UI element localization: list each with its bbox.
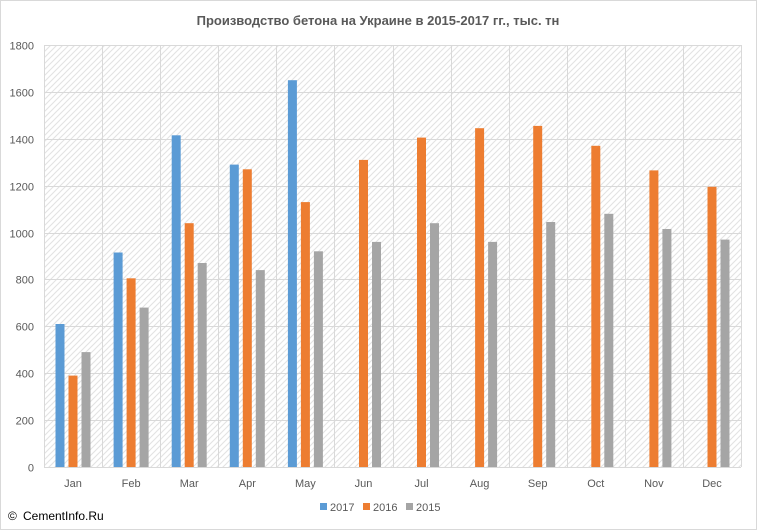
bar-2017-Jan: [55, 324, 65, 467]
x-tick-label: Sep: [528, 478, 548, 490]
legend-swatch-2017: [320, 503, 327, 510]
legend-label: 2016: [373, 502, 397, 514]
bars: [55, 80, 730, 468]
x-tick-label: Nov: [644, 478, 664, 490]
chart-title: Производство бетона на Украине в 2015-20…: [197, 13, 560, 28]
y-tick-label: 1600: [10, 88, 34, 100]
copyright-icon: ©: [8, 509, 17, 523]
y-tick-label: 1800: [10, 41, 34, 53]
bar-2017-Apr: [229, 164, 239, 467]
bar-2015-Nov: [662, 229, 672, 467]
bar-2015-May: [313, 251, 323, 467]
y-tick-label: 0: [28, 463, 34, 475]
bar-2016-Jan: [68, 375, 78, 467]
legend-swatch-2016: [363, 503, 370, 510]
bar-2015-Apr: [255, 270, 265, 467]
y-tick-label: 1400: [10, 135, 34, 147]
y-tick-label: 400: [16, 369, 34, 381]
bar-2015-Aug: [488, 241, 498, 467]
bar-2015-Sep: [546, 222, 556, 467]
y-tick-label: 1000: [10, 229, 34, 241]
watermark-text: CementInfo.Ru: [23, 509, 104, 523]
bar-2016-Feb: [126, 278, 136, 467]
bar-2015-Mar: [197, 263, 207, 467]
bar-2016-Oct: [591, 145, 601, 468]
bar-2017-May: [287, 80, 297, 467]
legend: 2017 2016 2015: [320, 502, 440, 514]
x-tick-label: May: [295, 478, 316, 490]
x-tick-label: Jun: [355, 478, 373, 490]
bar-2016-Jun: [359, 159, 368, 467]
x-axis-labels: Jan Feb Mar Apr May Jun Jul Aug Sep Oct Nov Dec: [64, 478, 722, 490]
y-tick-label: 600: [16, 322, 34, 334]
x-tick-label: Apr: [239, 478, 256, 490]
bar-2017-Feb: [113, 252, 123, 467]
bar-2015-Oct: [604, 213, 614, 467]
x-tick-label: Jul: [414, 478, 428, 490]
bar-2017-Mar: [171, 135, 181, 468]
bar-2016-Nov: [649, 170, 659, 467]
bar-2016-May: [300, 202, 310, 467]
bar-2015-Jun: [372, 241, 381, 467]
legend-swatch-2015: [406, 503, 413, 510]
bar-2016-Sep: [533, 125, 543, 468]
bar-2015-Jan: [81, 352, 91, 467]
legend-label: 2015: [416, 502, 440, 514]
x-tick-label: Oct: [587, 478, 604, 490]
bar-2015-Dec: [720, 239, 730, 467]
bar-2016-Mar: [184, 223, 194, 467]
y-tick-label: 200: [16, 416, 34, 428]
legend-label: 2017: [330, 502, 354, 514]
bar-2015-Jul: [430, 223, 439, 467]
bar-2016-Dec: [707, 186, 717, 468]
y-tick-label: 1200: [10, 182, 34, 194]
x-tick-label: Jan: [64, 478, 82, 490]
x-tick-label: Dec: [702, 478, 722, 490]
y-tick-label: 800: [16, 275, 34, 287]
bar-2016-Aug: [475, 128, 485, 467]
x-tick-label: Feb: [122, 478, 141, 490]
bar-2016-Jul: [417, 137, 426, 467]
watermark: © CementInfo.Ru: [8, 509, 104, 523]
gridlines: [44, 45, 742, 468]
x-tick-label: Aug: [470, 478, 490, 490]
bar-2016-Apr: [242, 169, 252, 468]
y-axis-labels: 0 200 400 600 800 1000 1200 1400 1600 1800: [10, 41, 34, 475]
x-tick-label: Mar: [180, 478, 199, 490]
bar-2015-Feb: [139, 307, 149, 467]
